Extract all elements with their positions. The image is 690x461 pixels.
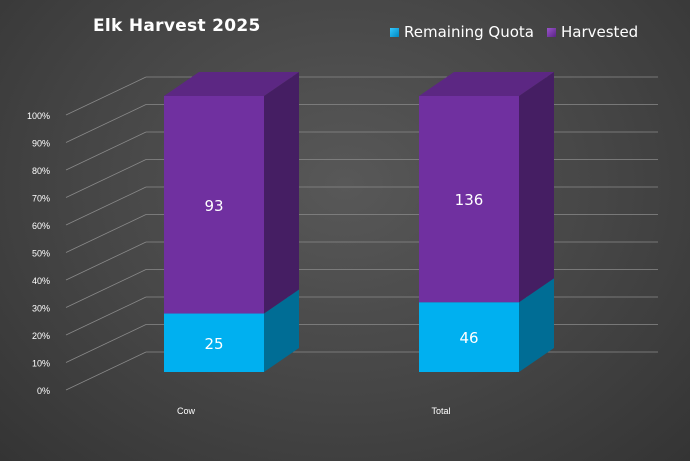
- bar-top-face: [419, 72, 554, 96]
- gridline-side: [65, 351, 147, 391]
- bar-total-remaining-quota: [419, 302, 519, 372]
- gridline-side: [65, 269, 147, 308]
- bar-side-face: [264, 72, 299, 314]
- y-tick-label: 50%: [32, 249, 50, 259]
- bar-cow-harvested: [164, 96, 264, 314]
- y-tick-label: 30%: [32, 304, 50, 314]
- legend-item-harvested: Harvested: [547, 23, 638, 41]
- bar-side-face: [264, 289, 299, 372]
- y-tick-label: 100%: [27, 111, 50, 121]
- gridline-side: [65, 214, 147, 253]
- legend-label-harvested: Harvested: [561, 23, 639, 41]
- data-label: 46: [459, 329, 478, 347]
- y-tick-label: 80%: [32, 166, 50, 176]
- legend-item-remaining-quota: Remaining Quota: [390, 23, 534, 41]
- legend-swatch-remaining-quota: [390, 27, 399, 37]
- y-tick-label: 10%: [32, 359, 50, 369]
- bar-total-harvested: [419, 96, 519, 303]
- gridline-side: [65, 76, 147, 116]
- y-tick-label: 0%: [37, 386, 50, 396]
- data-label: 25: [204, 335, 223, 353]
- x-tick-label: Cow: [177, 406, 196, 416]
- legend-swatch-harvested: [547, 27, 556, 37]
- gridline-side: [65, 104, 147, 143]
- y-tick-label: 70%: [32, 194, 50, 204]
- legend-label-remaining-quota: Remaining Quota: [404, 23, 534, 41]
- data-label: 136: [455, 191, 484, 209]
- bar-side-face: [519, 72, 554, 303]
- gridline-side: [65, 159, 147, 198]
- gridline-side: [65, 186, 147, 226]
- data-label: 93: [204, 197, 223, 215]
- gridline-side: [65, 241, 147, 281]
- gridline-side: [65, 324, 147, 363]
- bar-cow-remaining-quota: [164, 313, 264, 372]
- bar-top-face: [164, 72, 299, 96]
- bar-side-face: [519, 278, 554, 372]
- y-tick-label: 90%: [32, 139, 50, 149]
- gridline-side: [65, 131, 147, 171]
- y-tick-label: 40%: [32, 276, 50, 286]
- gridline-side: [65, 296, 147, 336]
- y-tick-label: 20%: [32, 331, 50, 341]
- chart-title: Elk Harvest 2025: [93, 16, 261, 36]
- x-tick-label: Total: [431, 406, 450, 416]
- y-tick-label: 60%: [32, 221, 50, 231]
